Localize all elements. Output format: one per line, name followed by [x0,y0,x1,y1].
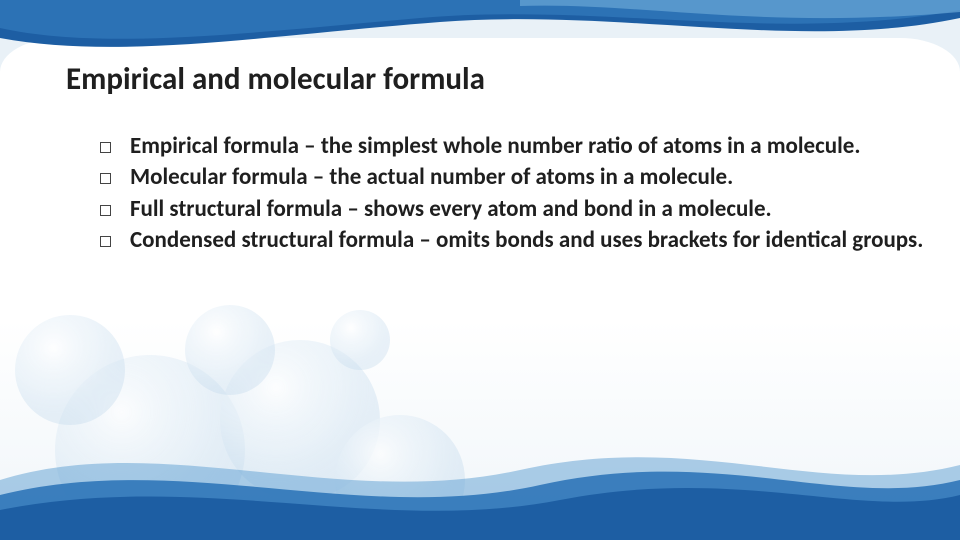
bullet-list: Empirical formula – the simplest whole n… [66,132,930,256]
slide-content: Empirical and molecular formula Empirica… [66,60,930,258]
list-item: Full structural formula – shows every at… [100,195,930,224]
slide-title: Empirical and molecular formula [66,60,930,98]
list-item: Condensed structural formula – omits bon… [100,226,930,255]
list-item: Molecular formula – the actual number of… [100,163,930,192]
list-item: Empirical formula – the simplest whole n… [100,132,930,161]
